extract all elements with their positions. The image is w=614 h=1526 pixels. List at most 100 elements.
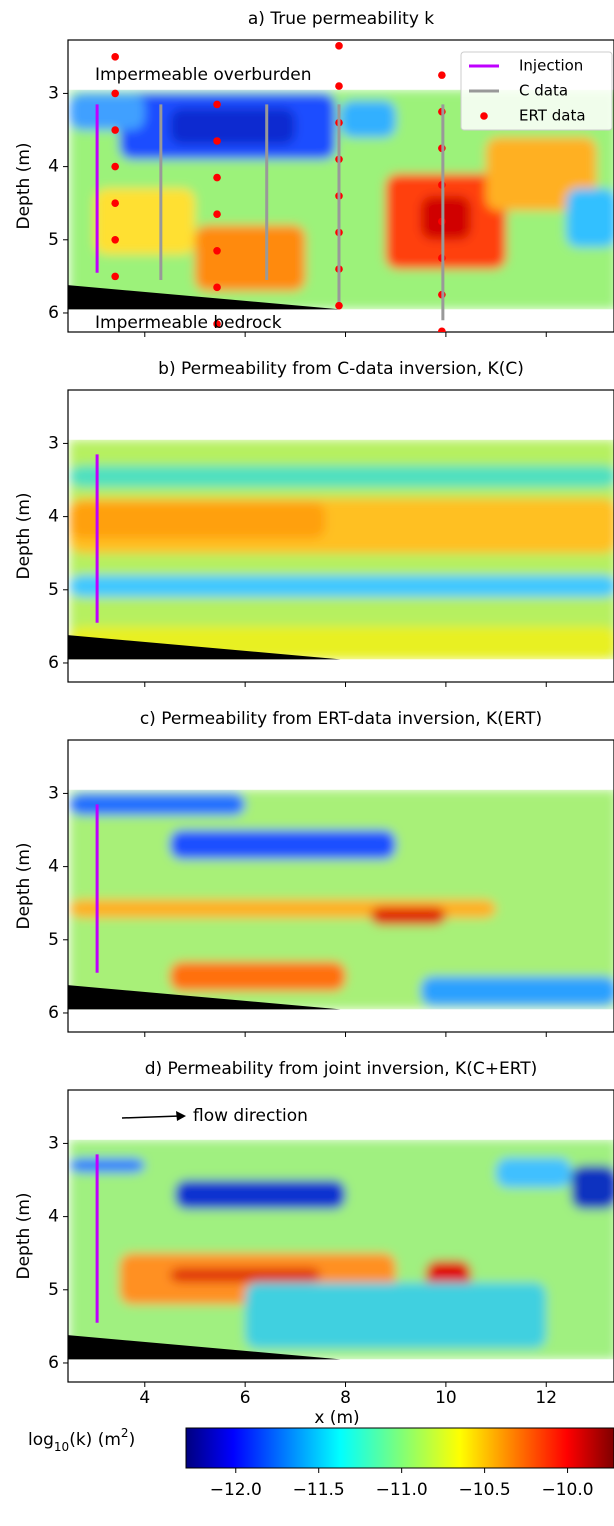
colorbar-tick-label: −10.0 (541, 1480, 593, 1500)
field-patch (174, 1180, 346, 1210)
top-mask (68, 740, 614, 790)
annotation: Impermeable bedrock (95, 313, 282, 333)
colorbar-tick-label: −11.0 (376, 1480, 428, 1500)
point (111, 89, 119, 98)
y-tick-label: 4 (48, 507, 59, 527)
field-patch (94, 188, 195, 255)
bottom-mask (68, 659, 614, 682)
point (438, 71, 446, 79)
field-patch (370, 906, 446, 926)
arrow-head (176, 1111, 186, 1121)
y-tick-label: 6 (48, 653, 59, 673)
colorbar-tick-label: −11.5 (293, 1480, 345, 1500)
field-patch (245, 1282, 547, 1349)
y-tick-label: 5 (48, 930, 59, 950)
annotation: Impermeable overburden (95, 65, 312, 85)
panel-title: c) Permeability from ERT-data inversion,… (140, 709, 542, 729)
x-axis-label: x (m) (314, 1408, 359, 1428)
panel: c) Permeability from ERT-data inversion,… (14, 709, 614, 1037)
y-tick-label: 3 (48, 783, 59, 803)
top-mask (68, 390, 614, 440)
y-axis-label: Depth (m) (14, 842, 34, 929)
point (335, 82, 343, 90)
axes-frame (67, 389, 614, 683)
field-patch (69, 793, 246, 816)
y-tick-label: 3 (48, 433, 59, 453)
y-tick-label: 6 (48, 1353, 59, 1373)
field-patch (69, 93, 145, 131)
annotation: flow direction (193, 1106, 308, 1126)
panel: b) Permeability from C-data inversion, K… (14, 359, 614, 687)
bottom-mask (68, 1009, 614, 1032)
x-tick-label: 8 (340, 1388, 351, 1408)
y-tick-label: 6 (48, 1003, 59, 1023)
field-patch (69, 501, 326, 539)
y-tick-label: 5 (48, 230, 59, 250)
point (438, 327, 446, 332)
label-part: ) (129, 1430, 136, 1450)
point (213, 137, 221, 145)
point (111, 235, 119, 244)
x-tick-label: 10 (435, 1388, 457, 1408)
field-patch (486, 137, 597, 211)
y-tick-label: 5 (48, 1280, 59, 1300)
field-patch (69, 465, 614, 488)
panel: a) True permeability k Depth (m) 3 4 5 6 Imper… (14, 9, 614, 337)
field-patch (340, 100, 396, 138)
label-part: log (28, 1430, 54, 1450)
field-patch (169, 830, 396, 860)
colorbar-label: log10(k) (m2) (28, 1426, 135, 1454)
legend-label: Injection (519, 57, 583, 75)
field-patch (169, 108, 296, 145)
field (68, 740, 614, 1032)
field-patch (169, 961, 346, 992)
point (335, 42, 343, 50)
label-part: (k) (m (69, 1430, 121, 1450)
label-part: 10 (54, 1440, 69, 1454)
field-patch (169, 1267, 321, 1283)
point (213, 320, 221, 328)
point (111, 53, 119, 61)
field-patch (69, 575, 614, 598)
y-axis-label: Depth (m) (14, 1192, 34, 1279)
marks (111, 42, 446, 332)
field-blobs (69, 439, 614, 660)
y-tick-label: 5 (48, 580, 59, 600)
colorbar (185, 1427, 614, 1469)
label-part: 2 (121, 1426, 129, 1440)
bedrock (68, 985, 341, 1010)
legend-box (460, 51, 613, 131)
point (213, 173, 221, 182)
y-axis-label: Depth (m) (14, 492, 34, 579)
field-blobs (69, 1139, 614, 1360)
x-tick-label: 6 (240, 1388, 251, 1408)
point (111, 199, 119, 207)
y-axis-label: Depth (m) (14, 142, 34, 229)
panel-title: d) Permeability from joint inversion, K(… (145, 1059, 538, 1079)
bedrock (68, 635, 341, 660)
y-tick-label: 4 (48, 157, 59, 177)
flow-arrow (121, 1115, 181, 1119)
legend-label: ERT data (519, 107, 586, 125)
panel-title: a) True permeability k (248, 9, 434, 29)
panel: d) Permeability from joint inversion, K(… (14, 1059, 614, 1428)
panel-title: b) Permeability from C-data inversion, K… (158, 359, 524, 379)
y-tick-label: 4 (48, 1207, 59, 1227)
bedrock (68, 285, 341, 310)
point (111, 126, 119, 134)
x-tick-label: 12 (535, 1388, 557, 1408)
y-tick-label: 3 (48, 83, 59, 103)
axes-frame (67, 1089, 614, 1383)
point (213, 283, 221, 292)
y-tick-label: 6 (48, 303, 59, 323)
field-patch (420, 976, 614, 1006)
x-tick-label: 4 (139, 1388, 150, 1408)
colorbar-tick-label: −12.0 (210, 1480, 262, 1500)
field-patch (69, 1158, 145, 1173)
axes-frame (67, 739, 614, 1033)
bottom-mask (68, 1359, 614, 1382)
field (68, 1090, 614, 1382)
y-tick-label: 4 (48, 857, 59, 877)
point (213, 100, 221, 109)
legend-label: C data (519, 82, 568, 100)
